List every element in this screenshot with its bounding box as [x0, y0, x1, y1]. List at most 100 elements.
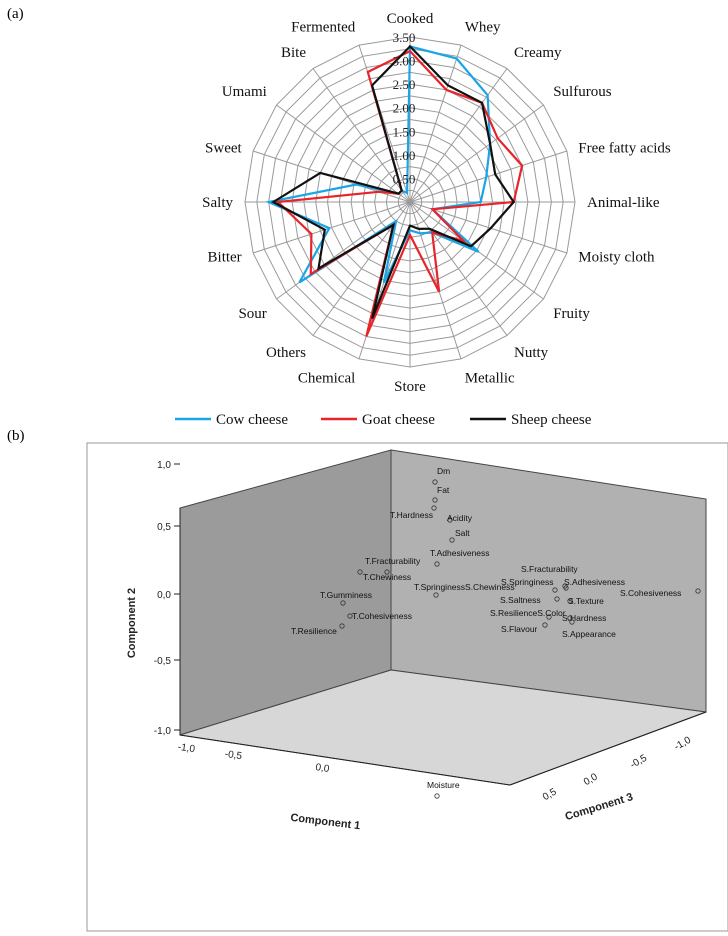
pca-point-label: T.Adhesiveness: [430, 548, 490, 558]
pca-point-label: S.Flavour: [501, 624, 538, 634]
pca-point-marker: [449, 537, 455, 543]
pca-point-marker: [567, 615, 573, 621]
radar-spoke: [409, 68, 508, 203]
radar-spoke: [312, 68, 411, 203]
radar-spoke: [409, 201, 508, 336]
pca-point-marker: [563, 585, 569, 591]
radar-tick-label: 1.00: [393, 148, 416, 163]
pca-x-tick-label: -0,5: [224, 749, 243, 762]
pca-point-label: T.SpringinessS.Chewiness: [414, 582, 515, 592]
panel-b-label: (b): [7, 428, 25, 444]
pca-point-marker: [340, 600, 346, 606]
radar-category-label: Moisty cloth: [578, 250, 655, 266]
pca-point-marker: [434, 561, 440, 567]
pca-y-tick-label: -0,5: [154, 656, 172, 667]
radar-tick-label: 0.50: [393, 171, 416, 186]
pca-point-marker: [695, 588, 701, 594]
radar-tick-label: 2.50: [393, 77, 416, 92]
pca-point-label: T.Fracturability: [365, 556, 421, 566]
radar-category-label: Whey: [465, 20, 501, 36]
radar-category-label: Creamy: [514, 45, 562, 61]
pca-point-label: S.Texture: [568, 596, 604, 606]
pca-point-label: S.Saltness: [500, 595, 541, 605]
pca-point-marker: [432, 479, 438, 485]
pca-point-label: T.Resilience: [291, 626, 337, 636]
radar-category-label: Salty: [202, 195, 233, 211]
pca-point-label: Fat: [437, 485, 450, 495]
pca-y-tick-label: 1,0: [157, 460, 171, 471]
radar-category-label: Fermented: [291, 20, 356, 36]
radar-spoke: [409, 104, 544, 203]
pca-point-label: S.Cohesiveness: [620, 588, 681, 598]
pca-points: Dm Fat T.Hardness Acidity Salt T.Adhesiveness…: [291, 466, 701, 799]
radar-spoke: [409, 150, 568, 203]
radar-tick-label: 3.50: [393, 30, 416, 45]
panel-a-label: (a): [7, 6, 24, 22]
pca-point-marker: [552, 587, 558, 593]
pca-x-axis-line: [179, 734, 511, 786]
pca-z-axis-line: [509, 711, 707, 786]
pca-point-label: S.Springiness: [501, 577, 553, 587]
pca-point-label: T.Chewiness: [363, 572, 411, 582]
pca-point-label: Moisture: [427, 780, 460, 790]
pca-point-marker: [433, 592, 439, 598]
radar-category-labels: Cooked Whey Creamy Sulfurous Free fatty acid…: [202, 11, 671, 395]
radar-chart: 0.501.001.502.002.503.003.50 CookedWheyC…: [175, 11, 671, 428]
radar-spoke: [276, 104, 411, 203]
pca-3d-chart: 1,00,50,0-0,5-1,0-1,0-0,50,00,50,0-0,5-1…: [86, 442, 728, 932]
radar-tick-label: 2.00: [393, 101, 416, 116]
radar-category-label: Store: [394, 379, 426, 395]
pca-point-label: Acidity: [447, 513, 473, 523]
radar-tick-label: 3.00: [393, 54, 416, 69]
pca-y-tick-label: -1,0: [154, 726, 172, 737]
pca-point-label: Dm: [437, 466, 450, 476]
pca-point-marker: [567, 598, 573, 604]
radar-category-label: Sweet: [205, 140, 242, 156]
radar-category-label: Fruity: [553, 306, 590, 322]
radar-spoke: [409, 44, 462, 203]
pca-x-tick-label: -1,0: [177, 742, 196, 755]
radar-legend: Cow cheese Goat cheese Sheep cheese: [175, 412, 592, 428]
pca-y-axis-label: Component 2: [126, 588, 138, 658]
radar-spoke: [276, 201, 411, 300]
pca-point-marker: [432, 497, 438, 503]
pca-point-marker: [542, 622, 548, 628]
legend-label-1: Goat cheese: [362, 412, 435, 428]
radar-series-2: [271, 44, 516, 320]
pca-x-tick-label: 0,0: [315, 762, 331, 775]
radar-category-label: Animal-like: [587, 195, 660, 211]
radar-category-label: Free fatty acids: [578, 140, 671, 156]
pca-point-label: T.Hardness: [390, 510, 433, 520]
radar-category-label: Bitter: [208, 250, 242, 266]
pca-point-marker: [434, 793, 440, 799]
pca-point-label: S.Adhesiveness: [564, 577, 625, 587]
radar-category-label: Chemical: [298, 370, 355, 386]
radar-spoke: [252, 201, 411, 254]
pca-point-label: S.Appearance: [562, 629, 616, 639]
pca-y-tick-label: 0,5: [157, 522, 171, 533]
radar-category-label: Sour: [238, 306, 266, 322]
radar-category-label: Cooked: [387, 11, 434, 27]
legend-label-2: Sheep cheese: [511, 412, 592, 428]
pca-point-marker: [347, 613, 353, 619]
pca-point-label: T.Cohesiveness: [352, 611, 412, 621]
legend-label-0: Cow cheese: [216, 412, 288, 428]
radar-series: [264, 44, 524, 337]
pca-point-marker: [546, 614, 552, 620]
pca-point-marker: [357, 569, 363, 575]
pca-point-marker: [431, 505, 437, 511]
pca-point-label: S.Fracturability: [521, 564, 578, 574]
radar-tick-label: 1.50: [393, 124, 416, 139]
radar-category-label: Bite: [281, 45, 306, 61]
pca-point-marker: [384, 569, 390, 575]
pca-point-marker: [569, 619, 575, 625]
radar-category-label: Metallic: [465, 370, 515, 386]
radar-category-label: Nutty: [514, 345, 549, 361]
pca-point-label: S.ResilienceS.Color: [490, 608, 566, 618]
pca-point-marker: [447, 517, 453, 523]
pca-point-marker: [554, 596, 560, 602]
pca-point-label: S.Hardness: [562, 613, 606, 623]
pca-point-label: T.Gumminess: [320, 590, 372, 600]
pca-y-tick-label: 0,0: [157, 590, 171, 601]
radar-category-label: Sulfurous: [553, 84, 612, 100]
